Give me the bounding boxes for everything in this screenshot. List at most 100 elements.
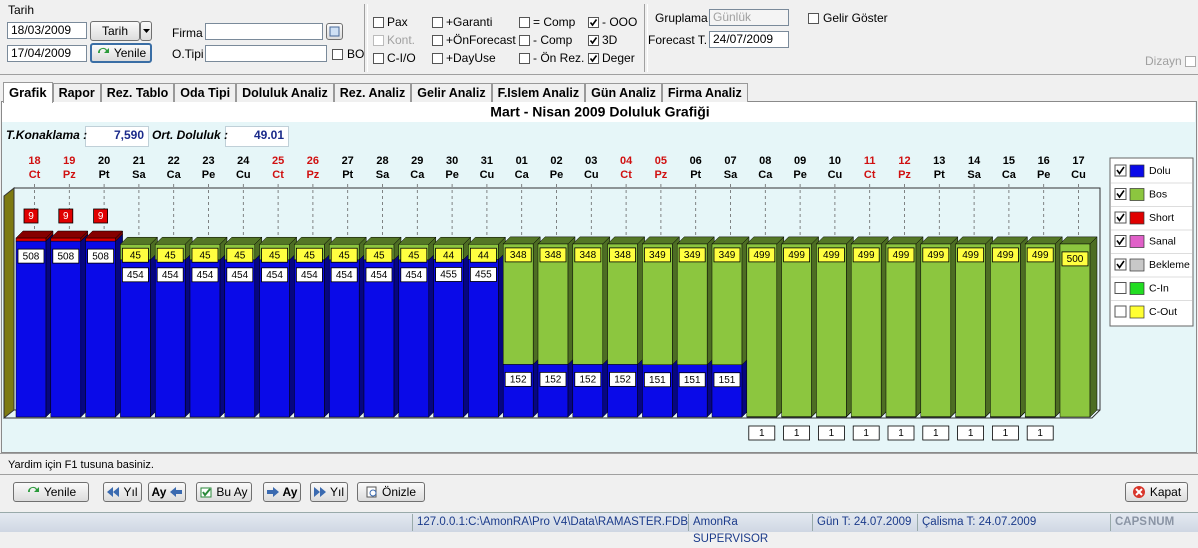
date-button[interactable]: Tarih xyxy=(90,21,140,41)
option-label: +DayUse xyxy=(446,51,496,65)
forecast-date[interactable]: 24/07/2009 xyxy=(709,31,789,48)
checkbox xyxy=(519,52,530,64)
option-label: +Garanti xyxy=(446,15,493,29)
firma-combo[interactable] xyxy=(205,23,323,40)
help-text: Yardim için F1 tusuna basiniz. xyxy=(8,459,154,471)
option[interactable]: C-I/O xyxy=(373,49,432,67)
tab[interactable]: Oda Tipi xyxy=(174,83,237,102)
bo-option[interactable]: BO xyxy=(332,47,364,61)
button-text: Bu Ay xyxy=(216,485,248,499)
option-label: +ÖnForecast xyxy=(446,33,516,47)
option-label: C-I/O xyxy=(387,51,416,65)
title-bar xyxy=(2,102,1195,122)
tab[interactable]: Grafik xyxy=(3,82,53,103)
button-text: Yenile xyxy=(43,485,77,499)
otipi-combo[interactable] xyxy=(205,45,327,62)
status-num: NUM xyxy=(1148,516,1175,528)
chart-panel xyxy=(1,101,1197,453)
check-mark xyxy=(589,18,598,26)
checkbox xyxy=(373,34,384,46)
option-label: Kont. xyxy=(387,33,416,47)
refresh-button[interactable]: Yenile xyxy=(90,43,152,63)
checkbox xyxy=(432,52,443,64)
option-label: 3D xyxy=(602,33,618,47)
tab[interactable]: Rez. Tablo xyxy=(100,83,175,102)
refresh-text: Yenile xyxy=(113,46,147,60)
preview-button[interactable]: Önizle xyxy=(357,482,425,502)
revenue-label: Gelir Göster xyxy=(823,11,888,25)
button-text: Kapat xyxy=(1149,485,1182,499)
next-year-button[interactable]: Yıl xyxy=(310,482,348,502)
bo-label: BO xyxy=(347,47,365,61)
date-from[interactable]: 18/03/2009 xyxy=(7,22,87,39)
tab[interactable]: Rapor xyxy=(52,83,101,102)
status-db: 127.0.0.1:C:\AmonRA\Pro V4\Data\RAMASTER… xyxy=(412,514,689,531)
option[interactable]: Deger xyxy=(588,49,648,67)
button-text: Yıl xyxy=(329,485,344,499)
refresh-bottom-button[interactable]: Yenile xyxy=(13,482,89,502)
revenue-option[interactable]: Gelir Göster xyxy=(808,11,888,25)
option[interactable]: - Ön Rez. xyxy=(519,49,588,67)
option-label: - Comp xyxy=(533,33,573,47)
option-label: Pax xyxy=(387,15,408,29)
checkbox xyxy=(432,16,443,28)
option-label: Deger xyxy=(602,51,635,65)
option[interactable]: +DayUse xyxy=(432,49,519,67)
app-window: Tarih 18/03/2009 17/04/2009 Tarih Yenile… xyxy=(0,3,1198,545)
grouping-combo[interactable]: Günlük xyxy=(709,9,789,26)
forecast-label: Forecast T. xyxy=(648,33,708,47)
tab-bar: Grafik Rapor Rez. Tablo Oda Tipi Doluluk Ana… xyxy=(3,82,748,103)
option-label: - Ön Rez. xyxy=(533,51,585,65)
otipi-label: O.Tipi xyxy=(172,47,204,61)
status-caps: CAPS xyxy=(1110,514,1147,531)
tab[interactable]: Rez. Analiz xyxy=(333,83,412,102)
prev-year-button[interactable]: Yıl xyxy=(103,482,142,502)
option[interactable]: = Comp xyxy=(519,13,588,31)
option[interactable]: 3D xyxy=(588,31,648,49)
button-text: Ay xyxy=(282,485,298,499)
option: Kont. xyxy=(373,31,432,49)
option[interactable]: Pax xyxy=(373,13,432,31)
option[interactable]: +Garanti xyxy=(432,13,519,31)
this-month-button[interactable]: Bu Ay xyxy=(196,482,252,502)
tab[interactable]: Gelir Analiz xyxy=(411,83,492,102)
check-mark xyxy=(589,36,598,44)
date-to[interactable]: 17/04/2009 xyxy=(7,45,87,62)
status-user: AmonRa SUPERVISOR xyxy=(688,514,811,545)
next-month-button[interactable]: Ay xyxy=(263,482,301,502)
firma-label: Firma xyxy=(172,26,203,40)
checkbox xyxy=(432,34,443,46)
checkbox xyxy=(373,16,384,28)
tab[interactable]: Gün Analiz xyxy=(585,83,662,102)
button-text: Ay xyxy=(151,485,167,499)
option[interactable]: +ÖnForecast xyxy=(432,31,519,49)
date-dropdown[interactable] xyxy=(140,21,152,41)
date-label: Tarih xyxy=(8,3,35,17)
checkbox xyxy=(588,16,599,28)
status-day: Gün T: 24.07.2009 xyxy=(812,514,917,531)
check-stroke xyxy=(589,54,598,62)
button-text: Yıl xyxy=(123,485,138,499)
design-option[interactable]: Dizayn xyxy=(1145,54,1196,68)
button-text: Önizle xyxy=(381,485,416,499)
checkbox xyxy=(519,34,530,46)
tab[interactable]: Firma Analiz xyxy=(661,83,748,102)
option-label: - OOO xyxy=(602,15,638,29)
checkbox xyxy=(519,16,530,28)
status-work: Çalisma T: 24.07.2009 xyxy=(917,514,1042,531)
checkbox xyxy=(373,52,384,64)
firma-button[interactable] xyxy=(326,23,343,40)
check-mark xyxy=(589,54,598,62)
option[interactable]: - OOO xyxy=(588,13,648,31)
options: Pax Kont. C-I/O +Garanti +ÖnForecast +DayUse =… xyxy=(373,13,648,67)
close-button[interactable]: Kapat xyxy=(1125,482,1188,502)
tab[interactable]: F.Islem Analiz xyxy=(491,83,586,102)
grouping-label: Gruplama xyxy=(655,11,708,25)
tab[interactable]: Doluluk Analiz xyxy=(236,83,334,102)
checkbox xyxy=(588,52,599,64)
check-stroke xyxy=(589,36,598,44)
check-stroke xyxy=(589,18,598,26)
prev-month-button[interactable]: Ay xyxy=(148,482,186,502)
option[interactable]: - Comp xyxy=(519,31,588,49)
option-label: = Comp xyxy=(533,15,576,29)
